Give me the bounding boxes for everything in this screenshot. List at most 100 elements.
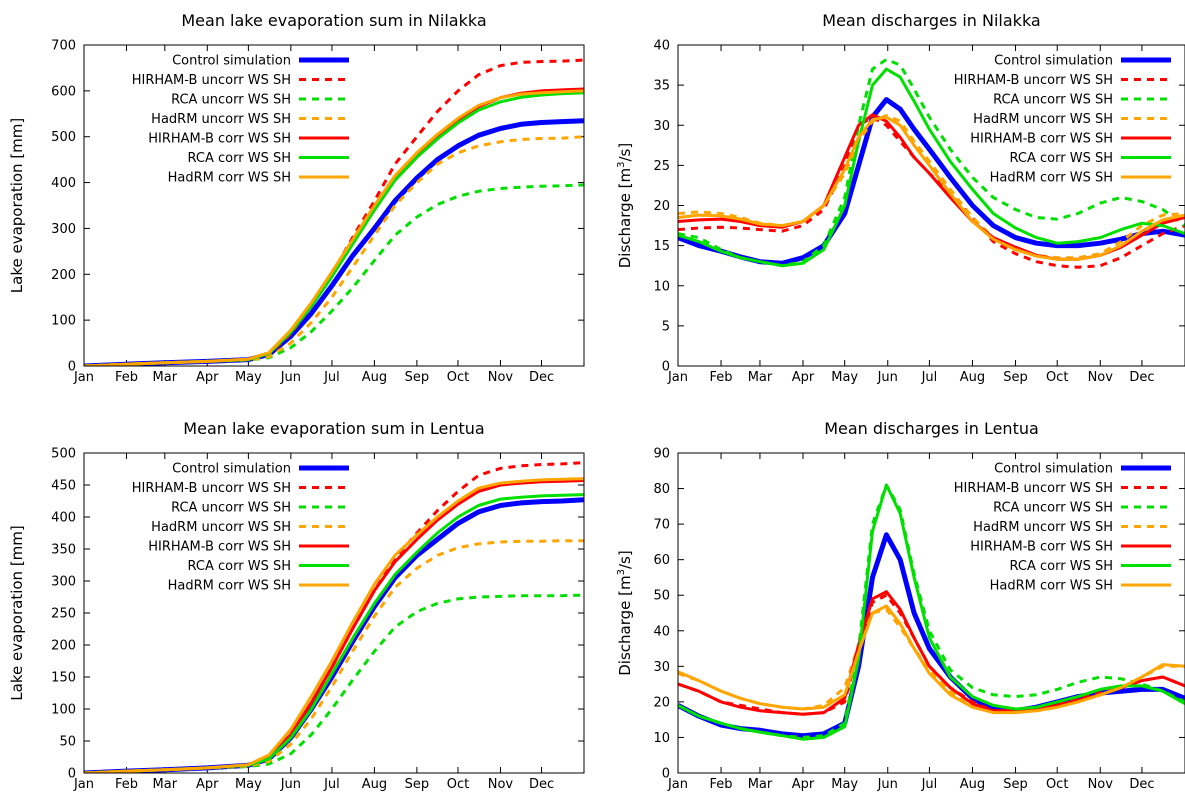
legend-label: Control simulation — [994, 462, 1113, 477]
legend-label: RCA uncorr WS SH — [993, 93, 1113, 108]
x-tick-label: Sep — [1003, 370, 1028, 385]
series-line-3 — [678, 114, 1185, 260]
y-tick-label: 600 — [51, 84, 76, 99]
y-tick-label: 90 — [653, 447, 670, 462]
y-tick-label: 70 — [653, 518, 670, 533]
x-tick-label: Mar — [748, 370, 773, 385]
series-line-2 — [84, 183, 584, 366]
legend-label: RCA corr WS SH — [188, 559, 291, 574]
x-tick-label: Dec — [1129, 370, 1154, 385]
x-tick-label: Nov — [488, 370, 514, 385]
y-axis-label: Lake evaporation [mm] — [8, 525, 26, 700]
plot-frame — [677, 452, 1185, 774]
y-tick-label: 10 — [653, 279, 670, 294]
x-tick-label: Jun — [877, 370, 898, 385]
y-axis-label-part: Discharge [m — [616, 575, 634, 675]
y-axis-label-part: 3 — [616, 569, 627, 575]
y-tick-label: 0 — [662, 360, 670, 375]
chart-panel-0: Mean lake evaporation sum in Nilakka Lake… — [8, 11, 585, 385]
x-tick-label: Jun — [280, 370, 301, 385]
x-tick-label: Aug — [960, 777, 985, 792]
x-tick-label: Oct — [447, 777, 469, 792]
y-tick-label: 50 — [59, 735, 76, 750]
y-tick-label: 35 — [653, 79, 670, 94]
x-tick-label: Sep — [405, 370, 430, 385]
chart-title: Mean discharges in Lentua — [824, 419, 1039, 438]
x-tick-label: Mar — [153, 777, 178, 792]
y-tick-label: 250 — [51, 607, 76, 622]
y-axis-label: Discharge [m3/s] — [616, 143, 634, 268]
y-tick-label: 100 — [51, 703, 76, 718]
y-tick-label: 60 — [653, 553, 670, 568]
y-tick-label: 25 — [653, 159, 670, 174]
x-tick-label: Nov — [1088, 370, 1114, 385]
chart-title: Mean discharges in Nilakka — [822, 11, 1040, 30]
x-tick-label: Aug — [960, 370, 985, 385]
x-tick-label: Jun — [280, 777, 301, 792]
y-tick-label: 200 — [51, 639, 76, 654]
y-tick-label: 40 — [653, 624, 670, 639]
legend-label: Control simulation — [172, 54, 291, 69]
y-tick-label: 400 — [51, 176, 76, 191]
series-line-1 — [84, 461, 584, 773]
y-axis-label-part: Lake evaporation [mm] — [8, 118, 26, 293]
x-tick-label: Jan — [73, 777, 94, 792]
y-tick-label: 300 — [51, 222, 76, 237]
plot-frame — [83, 44, 585, 367]
x-tick-label: Oct — [1046, 777, 1068, 792]
x-tick-label: Oct — [1046, 370, 1068, 385]
series-line-6 — [678, 115, 1185, 261]
x-tick-label: Feb — [115, 777, 138, 792]
x-tick-label: Feb — [115, 370, 138, 385]
series-line-6 — [84, 477, 584, 773]
y-tick-label: 450 — [51, 479, 76, 494]
legend-label: HadRM corr WS SH — [990, 171, 1113, 186]
y-tick-label: 30 — [653, 660, 670, 675]
chart-panel-2: Mean lake evaporation sum in Lentua Lake … — [8, 419, 585, 792]
x-tick-label: Oct — [447, 370, 469, 385]
x-tick-label: Jul — [921, 370, 938, 385]
plot-frame — [677, 44, 1185, 367]
legend-label: HadRM corr WS SH — [168, 171, 291, 186]
chart-panel-3: Mean discharges in Lentua Discharge [m3/s… — [616, 419, 1185, 792]
x-tick-label: Nov — [488, 777, 514, 792]
y-tick-label: 50 — [653, 589, 670, 604]
x-tick-label: Apr — [792, 370, 815, 385]
y-tick-label: 400 — [51, 511, 76, 526]
legend-label: HIRHAM-B corr WS SH — [148, 540, 291, 555]
y-tick-label: 350 — [51, 543, 76, 558]
y-tick-label: 5 — [662, 319, 670, 334]
x-tick-label: Apr — [196, 777, 219, 792]
y-tick-label: 10 — [653, 731, 670, 746]
series-line-1 — [84, 58, 584, 366]
plot-frame — [83, 452, 585, 774]
x-tick-label: Jan — [73, 370, 94, 385]
legend-label: HadRM uncorr WS SH — [151, 520, 291, 535]
legend-label: HIRHAM-B uncorr WS SH — [954, 73, 1113, 88]
x-tick-label: Apr — [792, 777, 815, 792]
x-tick-label: May — [235, 777, 262, 792]
legend: Control simulation HIRHAM-B uncorr WS SH R… — [954, 462, 1171, 594]
legend-label: RCA uncorr WS SH — [993, 501, 1113, 516]
legend-label: HIRHAM-B uncorr WS SH — [132, 481, 291, 496]
x-tick-label: Sep — [1003, 777, 1028, 792]
legend-label: HadRM uncorr WS SH — [973, 520, 1113, 535]
x-tick-label: Aug — [362, 370, 387, 385]
y-tick-label: 0 — [68, 767, 76, 782]
chart-title: Mean lake evaporation sum in Lentua — [183, 419, 484, 438]
legend-label: Control simulation — [172, 462, 291, 477]
x-tick-label: Jun — [877, 777, 898, 792]
legend-label: RCA corr WS SH — [1010, 151, 1113, 166]
legend-label: HadRM corr WS SH — [168, 579, 291, 594]
legend-label: RCA uncorr WS SH — [171, 93, 291, 108]
x-tick-label: Feb — [710, 777, 733, 792]
x-tick-label: Mar — [748, 777, 773, 792]
y-tick-label: 300 — [51, 575, 76, 590]
legend-label: HadRM uncorr WS SH — [973, 112, 1113, 127]
y-tick-label: 40 — [653, 39, 670, 54]
x-tick-label: May — [831, 370, 858, 385]
y-tick-label: 0 — [68, 360, 76, 375]
y-axis-label-part: Discharge [m — [616, 168, 634, 268]
